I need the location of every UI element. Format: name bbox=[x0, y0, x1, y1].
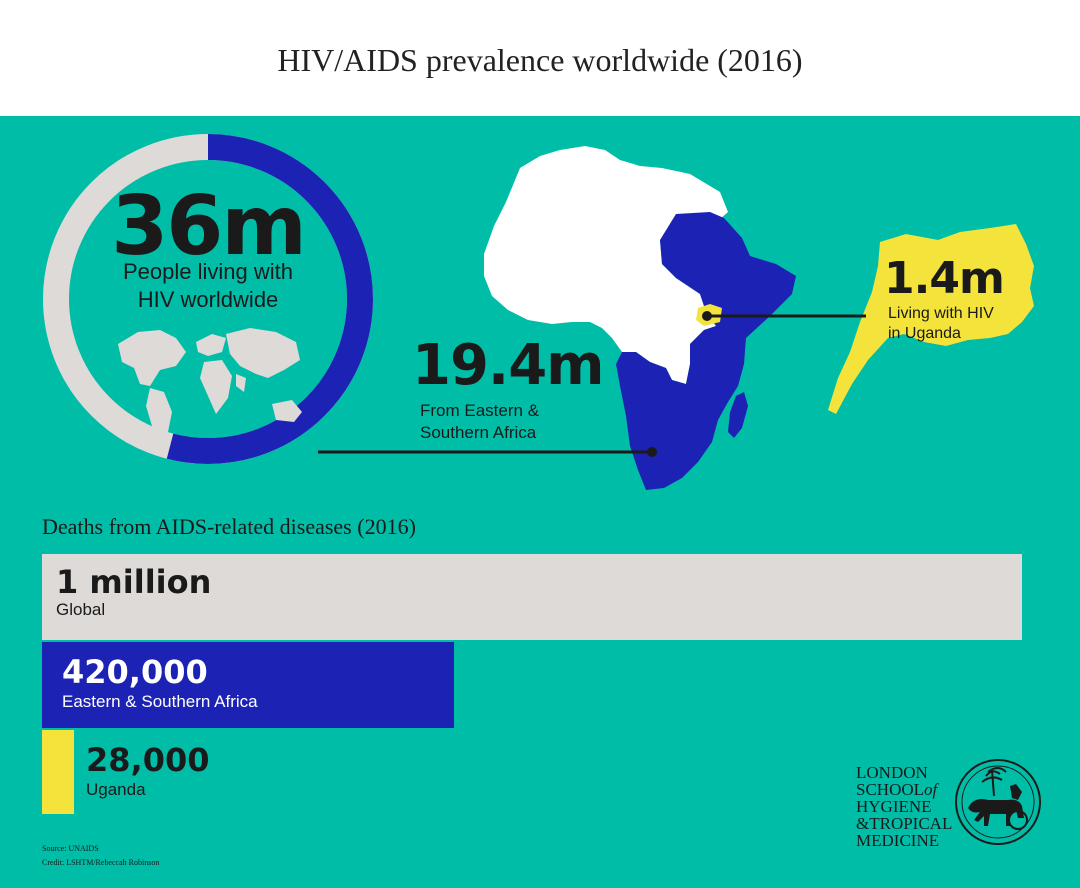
logo-line4: &TROPICAL bbox=[856, 814, 953, 833]
north-africa-shape bbox=[484, 146, 728, 384]
logo-line2-of: of bbox=[924, 780, 938, 799]
logo-line2: SCHOOLof bbox=[856, 781, 952, 798]
logo-line3: HYGIENE bbox=[856, 797, 932, 816]
bar-global-label: Global bbox=[56, 600, 106, 619]
logo-line1: LONDON bbox=[856, 763, 928, 782]
donut-label-line1: People living with bbox=[123, 259, 293, 284]
donut-label-line2: HIV worldwide bbox=[137, 287, 279, 312]
source-credit: Source: UNAIDS Credit: LSHTM/Rebeccah Ro… bbox=[42, 842, 159, 870]
madagascar-shape bbox=[728, 392, 748, 438]
donut-blue-arc bbox=[43, 134, 373, 464]
donut-value: 36m bbox=[111, 179, 307, 274]
bar-uganda-label: Uganda bbox=[86, 780, 146, 799]
uganda-connector-dot bbox=[702, 311, 712, 321]
donut-chart bbox=[43, 134, 1034, 490]
africa-label-line2: Southern Africa bbox=[420, 423, 537, 442]
bar-east-south-africa-label: Eastern & Southern Africa bbox=[62, 692, 258, 711]
bar-global: 1 million Global bbox=[42, 554, 1022, 640]
bar-global-value: 1 million bbox=[56, 563, 212, 601]
east-africa-shape bbox=[616, 212, 796, 490]
africa-label: From Eastern & Southern Africa bbox=[420, 400, 539, 444]
bar-east-south-africa: 420,000 Eastern & Southern Africa bbox=[42, 642, 454, 728]
africa-map-icon bbox=[484, 146, 796, 490]
bar-uganda bbox=[42, 730, 74, 814]
uganda-label-line1: Living with HIV bbox=[888, 305, 994, 322]
lshtm-crest-icon bbox=[955, 759, 1041, 845]
bar-uganda-value: 28,000 bbox=[86, 741, 210, 779]
source-text: Source: UNAIDS bbox=[42, 844, 99, 853]
world-map-icon bbox=[118, 328, 302, 446]
uganda-value: 1.4m bbox=[884, 253, 1005, 304]
infographic-panel: 36m People living with HIV worldwide 19.… bbox=[0, 116, 1080, 888]
uganda-label-line2: in Uganda bbox=[888, 325, 961, 342]
donut-label: People living with HIV worldwide bbox=[58, 258, 358, 314]
logo-line5: MEDICINE bbox=[856, 831, 940, 850]
lshtm-logo-text: LONDON SCHOOLof HYGIENE &TROPICAL MEDICI… bbox=[856, 764, 952, 849]
bar-east-south-africa-value: 420,000 bbox=[62, 653, 208, 691]
africa-label-line1: From Eastern & bbox=[420, 401, 540, 420]
deaths-heading: Deaths from AIDS-related diseases (2016) bbox=[42, 514, 416, 539]
africa-connector-dot bbox=[647, 447, 657, 457]
page-title: HIV/AIDS prevalence worldwide (2016) bbox=[277, 42, 803, 78]
credit-text: Credit: LSHTM/Rebeccah Robinson bbox=[42, 858, 160, 867]
uganda-map-icon bbox=[828, 224, 1034, 414]
logo-line2-school: SCHOOL bbox=[856, 780, 925, 799]
africa-value: 19.4m bbox=[412, 333, 605, 398]
uganda-label: Living with HIV in Uganda bbox=[888, 304, 994, 344]
